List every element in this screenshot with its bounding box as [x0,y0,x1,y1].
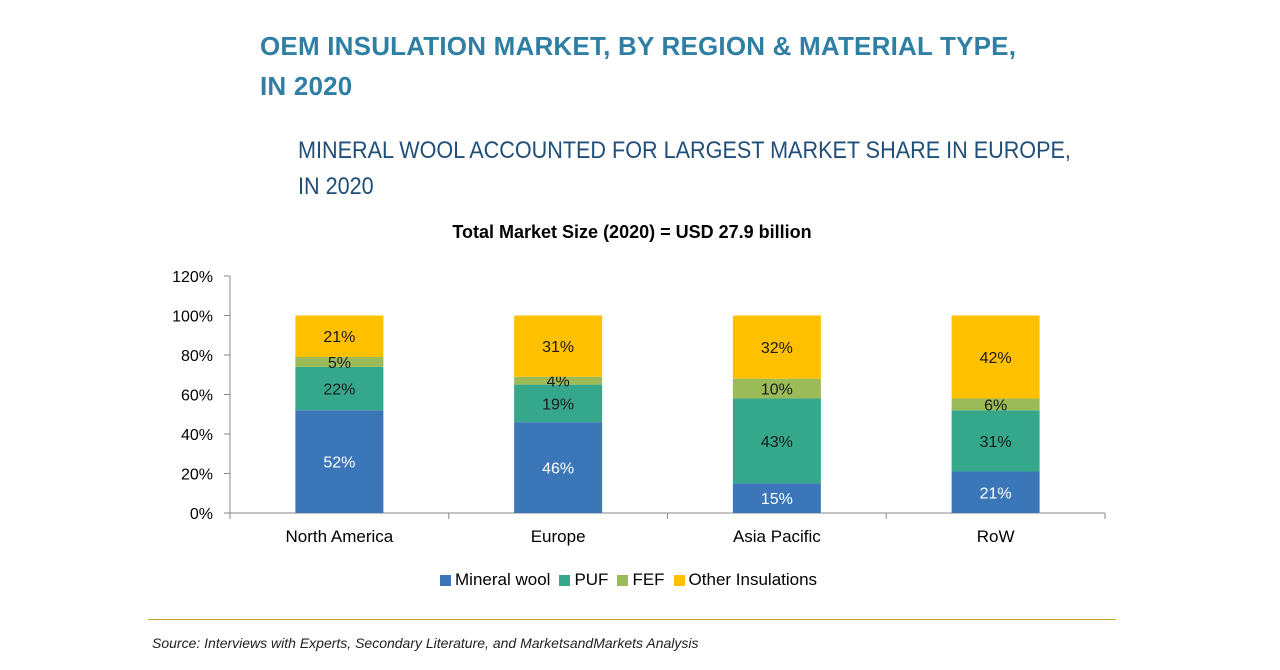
y-tick-label: 40% [181,427,213,444]
page-subtitle: MINERAL WOOL ACCOUNTED FOR LARGEST MARKE… [298,133,1071,205]
x-tick-label: North America [286,527,394,546]
chart-legend: Mineral wool PUF FEF Other Insulations [440,570,826,590]
x-tick-label: Europe [531,527,586,546]
data-label: 19% [542,396,574,413]
data-label: 4% [547,374,570,391]
y-tick-label: 80% [181,348,213,365]
bar-segment [514,422,603,513]
source-note: Source: Interviews with Experts, Seconda… [152,635,699,651]
y-tick-label: 120% [172,269,213,286]
y-tick-label: 20% [181,467,213,484]
data-label: 10% [761,382,793,399]
chart-title: Total Market Size (2020) = USD 27.9 bill… [452,222,812,242]
legend-label: PUF [574,570,609,589]
data-label: 21% [980,485,1012,502]
data-label: 43% [761,434,793,451]
bar-segment [295,410,384,513]
bar-segment [951,471,1040,513]
data-label: 6% [984,397,1007,414]
data-label: 31% [542,339,574,356]
x-tick-label: Asia Pacific [733,527,821,546]
bar-segment [732,378,821,399]
data-label: 31% [980,434,1012,451]
x-tick-label: RoW [977,527,1015,546]
y-tick-label: 60% [181,388,213,405]
legend-swatch [559,574,571,586]
bar-segment [295,356,384,367]
legend-swatch [673,574,685,586]
bar-segment [295,315,384,357]
data-label: 52% [323,455,355,472]
data-label: 32% [761,340,793,357]
page-title-line-2: IN 2020 [260,71,353,101]
legend-item: FEF [617,570,665,590]
bar-segment [951,315,1040,399]
legend-item: PUF [559,570,608,590]
bar-segment [514,315,603,377]
legend-label: Other Insulations [688,570,818,589]
bar-segment [732,483,821,513]
data-label: 46% [542,461,574,478]
legend-label: Mineral wool [455,570,551,589]
legend-swatch [440,574,451,586]
bar-segment [732,315,821,379]
page-subtitle-line-2: IN 2020 [298,173,374,200]
data-label: 15% [761,491,793,508]
legend-swatch [617,574,629,586]
bar-segment [514,376,603,385]
bar-segment [951,410,1040,472]
bar-segment [732,398,821,484]
page-title-line-1: OEM INSULATION MARKET, BY REGION & MATER… [260,31,1017,61]
legend-item: Other Insulations [673,570,818,590]
bar-segment [514,384,603,423]
data-label: 5% [328,355,351,372]
y-tick-label: 100% [172,309,213,326]
footer-divider [148,619,1116,620]
legend-label: FEF [632,570,665,589]
data-label: 42% [980,350,1012,367]
y-tick-label: 0% [190,506,213,523]
data-label: 21% [323,329,355,346]
bar-segment [951,398,1040,411]
legend-item: Mineral wool [440,570,550,590]
page-title: OEM INSULATION MARKET, BY REGION & MATER… [260,26,1016,106]
data-label: 22% [323,382,355,399]
page-subtitle-line-1: MINERAL WOOL ACCOUNTED FOR LARGEST MARKE… [298,137,1071,164]
bar-segment [295,366,384,411]
